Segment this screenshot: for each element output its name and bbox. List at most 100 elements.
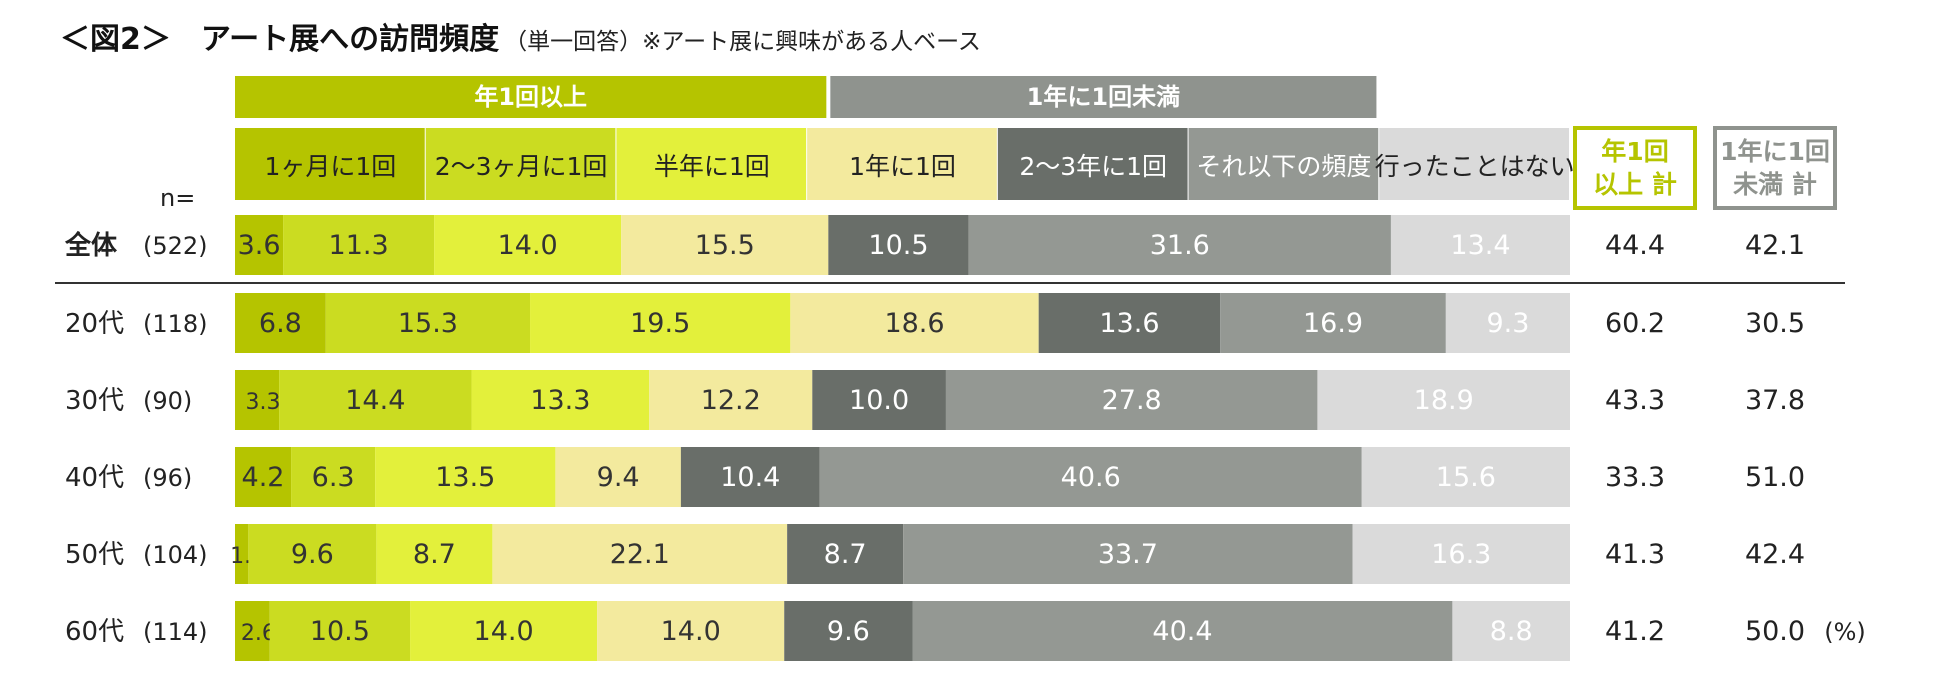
chart-title-main: ＜図2＞ アート展への訪問頻度 <box>60 22 500 57</box>
legend-box-0 <box>235 128 425 200</box>
total-value-3-1: 51.0 <box>1745 462 1805 493</box>
data-label-5-3: 14.0 <box>661 616 721 647</box>
total-header-box-1 <box>1713 126 1837 210</box>
data-label-3-1: 6.3 <box>312 462 355 493</box>
bar-0-1 <box>283 215 435 275</box>
bar-4-6 <box>1352 524 1570 584</box>
bar-4-2 <box>376 524 493 584</box>
data-label-5-2: 14.0 <box>474 616 534 647</box>
data-label-5-5: 40.4 <box>1152 616 1212 647</box>
total-value-2-1: 37.8 <box>1745 385 1805 416</box>
bar-5-3 <box>597 601 785 661</box>
data-label-3-0: 4.2 <box>242 462 285 493</box>
bar-5-5 <box>912 601 1453 661</box>
bar-3-4 <box>680 447 820 507</box>
total-value-5-1: 50.0 <box>1745 616 1805 647</box>
data-label-2-3: 12.2 <box>701 385 761 416</box>
bar-2-0 <box>235 370 280 430</box>
data-label-1-1: 15.3 <box>398 308 458 339</box>
data-label-3-2: 13.5 <box>435 462 495 493</box>
data-label-4-2: 8.7 <box>413 539 456 570</box>
data-label-2-6: 18.9 <box>1414 385 1474 416</box>
bar-5-0 <box>235 601 270 661</box>
data-label-0-5: 31.6 <box>1150 230 1210 261</box>
bar-4-3 <box>492 524 788 584</box>
group-header-label-0: 年1回以上 <box>474 83 587 111</box>
data-label-3-4: 10.4 <box>720 462 780 493</box>
data-label-1-3: 18.6 <box>884 308 944 339</box>
data-label-2-2: 13.3 <box>530 385 590 416</box>
total-value-4-0: 41.3 <box>1605 539 1665 570</box>
n-label: n= <box>160 184 195 212</box>
bar-1-0 <box>235 293 326 353</box>
legend-label-0: 1ヶ月に1回 <box>264 152 396 181</box>
bar-3-5 <box>819 447 1362 507</box>
total-header-label-0-1: 以上 計 <box>1593 170 1677 199</box>
data-label-5-1: 10.5 <box>310 616 370 647</box>
total-value-0-1: 42.1 <box>1745 230 1805 261</box>
data-label-0-4: 10.5 <box>868 230 928 261</box>
row-label-1: 20代 <box>65 309 124 339</box>
data-label-1-4: 13.6 <box>1099 308 1159 339</box>
bar-2-4 <box>812 370 946 430</box>
bar-1-3 <box>790 293 1039 353</box>
bar-3-2 <box>375 447 556 507</box>
bar-5-1 <box>269 601 411 661</box>
legend-label-6: 行ったことはない <box>1375 152 1575 181</box>
data-label-3-3: 9.4 <box>597 462 640 493</box>
legend-box-6 <box>1379 128 1569 200</box>
total-value-2-0: 43.3 <box>1605 385 1665 416</box>
bar-0-6 <box>1390 215 1570 275</box>
group-header-bar-0 <box>235 76 827 118</box>
data-label-2-1: 14.4 <box>345 385 405 416</box>
bar-0-4 <box>828 215 969 275</box>
data-label-4-5: 33.7 <box>1098 539 1158 570</box>
legend-label-5: それ以下の頻度 <box>1196 152 1371 181</box>
data-label-0-1: 11.3 <box>329 230 389 261</box>
group-header-label-1: 1年に1回未満 <box>1027 83 1180 111</box>
bar-2-2 <box>471 370 650 430</box>
data-label-0-2: 14.0 <box>498 230 558 261</box>
legend-box-4 <box>997 128 1188 200</box>
total-value-1-1: 30.5 <box>1745 308 1805 339</box>
data-label-2-5: 27.8 <box>1102 385 1162 416</box>
total-header-label-1-0: 1年に1回 <box>1720 137 1830 166</box>
legend-label-1: 2～3ヶ月に1回 <box>435 152 608 181</box>
row-label-5: 60代 <box>65 617 124 647</box>
bar-1-1 <box>325 293 531 353</box>
bar-5-2 <box>410 601 598 661</box>
total-value-1-0: 60.2 <box>1605 308 1665 339</box>
chart-subtitle: （単一回答）※アート展に興味がある人ベース <box>504 29 981 55</box>
unit-label: (%) <box>1824 618 1866 646</box>
data-label-5-6: 8.8 <box>1490 616 1533 647</box>
row-label-0: 全体 <box>64 230 118 261</box>
bar-0-3 <box>621 215 829 275</box>
bar-0-2 <box>434 215 622 275</box>
legend-box-3 <box>807 128 997 200</box>
row-n-1: (118) <box>143 310 208 338</box>
data-label-0-6: 13.4 <box>1450 230 1510 261</box>
total-header-label-0-0: 年1回 <box>1601 137 1668 166</box>
row-label-4: 50代 <box>65 540 124 570</box>
bar-2-1 <box>279 370 472 430</box>
bar-5-4 <box>784 601 913 661</box>
bar-2-3 <box>649 370 813 430</box>
bar-2-5 <box>945 370 1318 430</box>
row-label-3: 40代 <box>65 463 124 493</box>
data-label-1-5: 16.9 <box>1303 308 1363 339</box>
data-label-4-4: 8.7 <box>824 539 867 570</box>
total-value-4-1: 42.4 <box>1745 539 1805 570</box>
row-n-5: (114) <box>143 618 208 646</box>
legend-label-4: 2～3年に1回 <box>1019 152 1167 181</box>
data-label-1-2: 19.5 <box>630 308 690 339</box>
chart-title: ＜図2＞ アート展への訪問頻度 （単一回答）※アート展に興味がある人ベース <box>60 14 981 58</box>
row-n-3: (96) <box>143 464 192 492</box>
row-n-2: (90) <box>143 387 192 415</box>
data-label-2-4: 10.0 <box>849 385 909 416</box>
bar-4-5 <box>903 524 1353 584</box>
data-label-0-0: 3.6 <box>238 230 281 261</box>
legend-box-1 <box>425 128 616 200</box>
bar-0-5 <box>968 215 1391 275</box>
bar-4-1 <box>248 524 377 584</box>
